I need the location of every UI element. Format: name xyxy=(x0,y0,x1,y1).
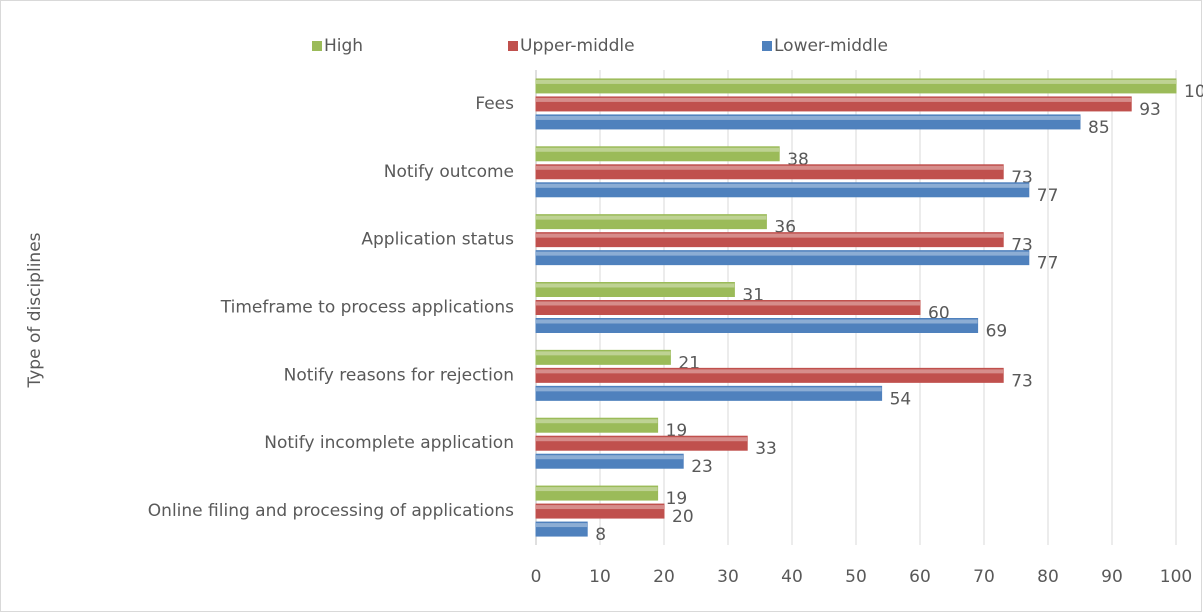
data-label: 73 xyxy=(1011,371,1033,391)
bar xyxy=(535,318,979,333)
x-tick-label: 70 xyxy=(973,567,995,587)
x-tick-label: 30 xyxy=(717,567,739,587)
bar xyxy=(535,114,1081,130)
bar xyxy=(535,164,1004,180)
y-tick-label: Online filing and processing of applicat… xyxy=(148,501,514,521)
bar-highlight xyxy=(536,233,1004,238)
data-label: 85 xyxy=(1088,118,1110,138)
bar-highlight xyxy=(536,215,767,220)
data-label: 77 xyxy=(1037,254,1059,274)
data-label: 8 xyxy=(595,525,606,545)
bar xyxy=(535,521,588,537)
bar-highlight xyxy=(536,487,658,492)
bar-highlight xyxy=(536,147,780,152)
x-tick-label: 0 xyxy=(531,567,542,587)
bar xyxy=(535,385,883,401)
bar xyxy=(535,503,665,519)
bar xyxy=(535,214,767,230)
bar xyxy=(535,300,921,315)
x-tick-label: 20 xyxy=(653,567,675,587)
bar-highlight xyxy=(536,437,748,442)
data-label: 23 xyxy=(691,457,713,477)
bar xyxy=(535,435,748,451)
bar-highlight xyxy=(536,523,588,528)
y-axis-title: Type of disciplines xyxy=(25,232,45,388)
y-tick-label: Application status xyxy=(361,230,514,250)
bar-highlight xyxy=(536,455,684,460)
bar-highlight xyxy=(536,319,978,324)
x-tick-label: 100 xyxy=(1160,567,1192,587)
bar-highlight xyxy=(536,251,1029,256)
data-label: 100 xyxy=(1184,82,1203,102)
data-label: 33 xyxy=(755,439,777,459)
x-tick-label: 60 xyxy=(909,567,931,587)
bar-highlight xyxy=(536,369,1004,374)
legend-swatch xyxy=(312,41,322,51)
bar xyxy=(535,232,1004,248)
bar xyxy=(535,250,1030,266)
bar xyxy=(535,282,735,297)
bar xyxy=(535,367,1004,383)
bar-highlight xyxy=(536,115,1080,120)
data-label: 77 xyxy=(1037,186,1059,206)
bar-highlight xyxy=(536,97,1132,102)
bar xyxy=(535,417,659,433)
x-tick-label: 80 xyxy=(1037,567,1059,587)
legend-label: Upper-middle xyxy=(520,36,635,56)
x-tick-label: 50 xyxy=(845,567,867,587)
bar xyxy=(535,78,1177,94)
y-tick-label: Notify incomplete application xyxy=(264,433,514,453)
data-label: 69 xyxy=(986,322,1008,342)
data-label: 93 xyxy=(1139,100,1161,120)
y-tick-label: Fees xyxy=(475,94,514,114)
bar-highlight xyxy=(536,387,882,392)
y-tick-label: Timeframe to process applications xyxy=(220,298,514,318)
bar-highlight xyxy=(536,283,735,288)
bar xyxy=(535,146,780,162)
bar-highlight xyxy=(536,505,664,510)
legend-label: Lower-middle xyxy=(774,36,888,56)
legend-swatch xyxy=(762,41,772,51)
bar-highlight xyxy=(536,301,920,306)
bar xyxy=(535,96,1132,112)
bar-highlight xyxy=(536,79,1176,84)
bar-highlight xyxy=(536,165,1004,170)
bar xyxy=(535,485,659,501)
x-tick-label: 40 xyxy=(781,567,803,587)
bar-highlight xyxy=(536,419,658,424)
legend-label: High xyxy=(324,36,363,56)
bar-highlight xyxy=(536,351,671,356)
legend-swatch xyxy=(508,41,518,51)
data-label: 20 xyxy=(672,507,694,527)
data-label: 54 xyxy=(890,389,912,409)
y-tick-label: Notify reasons for rejection xyxy=(284,365,514,385)
x-tick-label: 90 xyxy=(1101,567,1123,587)
bar xyxy=(535,182,1030,198)
bar-highlight xyxy=(536,183,1029,188)
bar xyxy=(535,453,684,469)
y-tick-label: Notify outcome xyxy=(384,162,514,182)
data-label: 19 xyxy=(666,489,688,509)
x-tick-label: 10 xyxy=(589,567,611,587)
bar xyxy=(535,349,671,365)
